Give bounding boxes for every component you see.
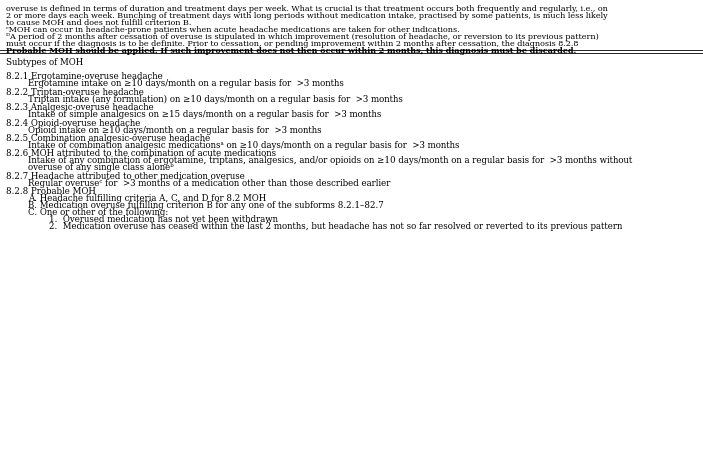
Text: to cause MOH and does not fulfill criterion B.: to cause MOH and does not fulfill criter… [6, 19, 191, 27]
Text: 8.2.8 Probable MOH: 8.2.8 Probable MOH [6, 187, 96, 196]
Text: Intake of combination analgesic medicationsᵃ on ≥10 days/month on a regular basi: Intake of combination analgesic medicati… [28, 141, 460, 150]
Text: 8.2.4 Opioid-overuse headache: 8.2.4 Opioid-overuse headache [6, 119, 140, 127]
Text: ᶜMOH can occur in headache-prone patients when acute headache medications are ta: ᶜMOH can occur in headache-prone patient… [6, 26, 459, 34]
Text: 8.2.6 MOH attributed to the combination of acute medications: 8.2.6 MOH attributed to the combination … [6, 149, 276, 158]
Text: Intake of simple analgesics on ≥15 days/month on a regular basis for  >3 months: Intake of simple analgesics on ≥15 days/… [28, 110, 382, 119]
Text: Regular overuseᶜ for  >3 months of a medication other than those described earli: Regular overuseᶜ for >3 months of a medi… [28, 179, 390, 188]
Text: Ergotamine intake on ≥10 days/month on a regular basis for  >3 months: Ergotamine intake on ≥10 days/month on a… [28, 79, 344, 88]
Text: 8.2.7 Headache attributed to other medication overuse: 8.2.7 Headache attributed to other medic… [6, 172, 245, 181]
Text: overuse is defined in terms of duration and treatment days per week. What is cru: overuse is defined in terms of duration … [6, 5, 607, 13]
Text: 1.  Overused medication has not yet been withdrawn: 1. Overused medication has not yet been … [49, 215, 278, 224]
Text: Triptan intake (any formulation) on ≥10 days/month on a regular basis for  >3 mo: Triptan intake (any formulation) on ≥10 … [28, 95, 403, 104]
Text: Opioid intake on ≥10 days/month on a regular basis for  >3 months: Opioid intake on ≥10 days/month on a reg… [28, 126, 322, 134]
Text: B. Medication overuse fulfilling criterion B for any one of the subforms 8.2.1–8: B. Medication overuse fulfilling criteri… [28, 201, 384, 210]
Text: 8.2.1 Ergotamine-overuse headache: 8.2.1 Ergotamine-overuse headache [6, 72, 162, 81]
Text: A. Headache fulfilling criteria A, C, and D for 8.2 MOH: A. Headache fulfilling criteria A, C, an… [28, 194, 266, 203]
Text: 8.2.5 Combination analgesic-overuse headache: 8.2.5 Combination analgesic-overuse head… [6, 134, 210, 143]
Text: must occur if the diagnosis is to be definite. Prior to cessation, or pending im: must occur if the diagnosis is to be def… [6, 40, 578, 48]
Text: Intake of any combination of ergotamine, triptans, analgesics, and/or opioids on: Intake of any combination of ergotamine,… [28, 156, 633, 165]
Text: C. One or other of the following:: C. One or other of the following: [28, 208, 169, 217]
Text: ᴰA period of 2 months after cessation of overuse is stipulated in which improvem: ᴰA period of 2 months after cessation of… [6, 33, 598, 41]
Text: Probable MOH should be applied. If such improvement does not then occur within 2: Probable MOH should be applied. If such … [6, 47, 576, 55]
Text: overuse of any single class aloneᵇ: overuse of any single class aloneᵇ [28, 163, 174, 172]
Text: 8.2.3 Analgesic-overuse headache: 8.2.3 Analgesic-overuse headache [6, 103, 153, 112]
Text: Subtypes of MOH: Subtypes of MOH [6, 58, 83, 67]
Text: 2.  Medication overuse has ceased within the last 2 months, but headache has not: 2. Medication overuse has ceased within … [49, 222, 623, 231]
Text: 2 or more days each week. Bunching of treatment days with long periods without m: 2 or more days each week. Bunching of tr… [6, 12, 607, 20]
Text: 8.2.2 Triptan-overuse headache: 8.2.2 Triptan-overuse headache [6, 88, 143, 97]
